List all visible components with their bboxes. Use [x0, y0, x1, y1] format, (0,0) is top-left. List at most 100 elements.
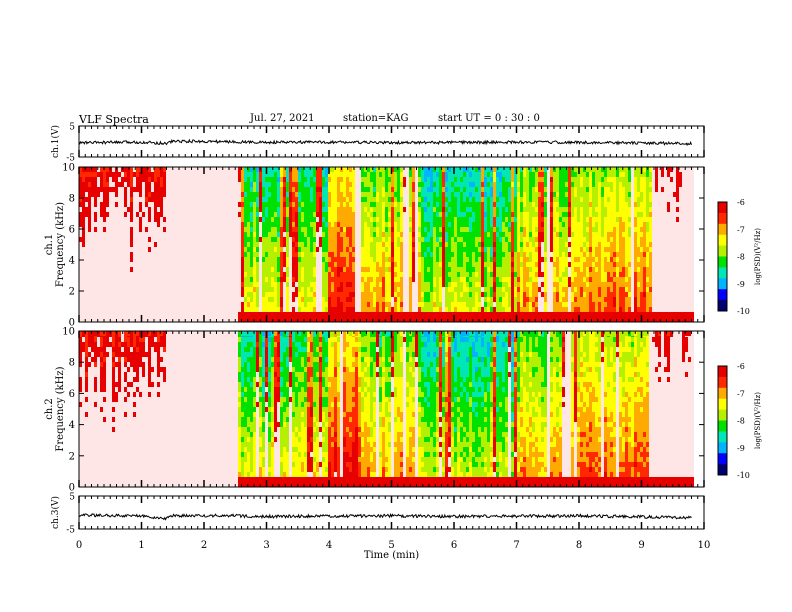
spectrogram-cell: [262, 237, 265, 242]
spectrogram-cell: [340, 242, 343, 247]
spectrogram-cell: [418, 212, 421, 217]
spectrogram-cell: [349, 207, 352, 212]
spectrogram-cell: [283, 172, 286, 177]
spectrogram-cell: [169, 242, 172, 247]
spectrogram-cell: [412, 247, 415, 252]
spectrogram-cell: [187, 252, 190, 257]
spectrogram-cell: [274, 222, 277, 227]
spectrogram-cell: [193, 282, 196, 287]
spectrogram-cell: [157, 302, 160, 307]
spectrogram-cell: [253, 197, 256, 202]
spectrogram-cell: [484, 177, 487, 182]
spectrogram-cell: [415, 297, 418, 302]
spectrogram-cell: [343, 202, 346, 207]
spectrogram-cell: [514, 237, 517, 242]
spectrogram-cell: [253, 227, 256, 232]
spectrogram-cell: [409, 232, 412, 237]
spectrogram-cell: [310, 177, 313, 182]
spectrogram-cell: [382, 187, 385, 192]
spectrogram-cell: [334, 172, 337, 177]
spectrogram-cell: [349, 192, 352, 197]
spectrogram-cell: [196, 267, 199, 272]
spectrogram-cell: [427, 312, 430, 317]
spectrogram-cell: [412, 212, 415, 217]
spectrogram-cell: [499, 182, 502, 187]
spectrogram-cell: [82, 217, 85, 222]
spectrogram-cell: [262, 192, 265, 197]
spectrogram-cell: [442, 217, 445, 222]
spectrogram-cell: [496, 282, 499, 287]
spectrogram-cell: [400, 212, 403, 217]
spectrogram-cell: [208, 257, 211, 262]
spectrogram-cell: [478, 232, 481, 237]
spectrogram-cell: [478, 302, 481, 307]
spectrogram-cell: [517, 267, 520, 272]
spectrogram-cell: [112, 297, 115, 302]
spectrogram-cell: [343, 167, 346, 172]
spectrogram-cell: [199, 172, 202, 177]
spectrogram-cell: [346, 187, 349, 192]
spectrogram-cell: [457, 182, 460, 187]
spectrogram-cell: [430, 172, 433, 177]
spectrogram-cell: [97, 287, 100, 292]
spectrogram-cell: [292, 192, 295, 197]
spectrogram-cell: [88, 262, 91, 267]
spectrogram-cell: [178, 257, 181, 262]
spectrogram-cell: [118, 172, 121, 177]
spectrogram-cell: [256, 227, 259, 232]
spectrogram-cell: [499, 177, 502, 182]
spectrogram-cell: [358, 212, 361, 217]
spectrogram-cell: [376, 287, 379, 292]
spectrogram-cell: [121, 277, 124, 282]
spectrogram-cell: [526, 192, 529, 197]
spectrogram-cell: [295, 217, 298, 222]
spectrogram-cell: [430, 262, 433, 267]
spectrogram-cell: [382, 302, 385, 307]
spectrogram-cell: [301, 222, 304, 227]
spectrogram-cell: [394, 197, 397, 202]
spectrogram-cell: [496, 172, 499, 177]
spectrogram-cell: [163, 207, 166, 212]
spectrogram-cell: [304, 267, 307, 272]
spectrogram-cell: [538, 217, 541, 222]
spectrogram-cell: [316, 242, 319, 247]
spectrogram-cell: [346, 242, 349, 247]
spectrogram-cell: [397, 202, 400, 207]
spectrogram-cell: [334, 287, 337, 292]
spectrogram-cell: [163, 237, 166, 242]
spectrogram-cell: [457, 217, 460, 222]
spectrogram-cell: [409, 282, 412, 287]
spectrogram-cell: [121, 197, 124, 202]
spectrogram-cell: [127, 227, 130, 232]
spectrogram-cell: [145, 222, 148, 227]
spectrogram-cell: [226, 202, 229, 207]
spectrogram-cell: [301, 257, 304, 262]
spectrogram-cell: [136, 232, 139, 237]
spectrogram-cell: [286, 312, 289, 317]
spectrogram-cell: [292, 232, 295, 237]
spectrogram-cell: [301, 297, 304, 302]
spectrogram-cell: [136, 262, 139, 267]
spectrogram-cell: [379, 312, 382, 317]
spectrogram-cell: [265, 262, 268, 267]
spectrogram-cell: [376, 202, 379, 207]
spectrogram-cell: [217, 267, 220, 272]
spectrogram-cell: [223, 237, 226, 242]
spectrogram-cell: [139, 192, 142, 197]
spectrogram-cell: [361, 247, 364, 252]
spectrogram-cell: [286, 202, 289, 207]
spectrogram-cell: [187, 227, 190, 232]
spectrogram-cell: [208, 217, 211, 222]
spectrogram-cell: [157, 252, 160, 257]
spectrogram-cell: [538, 307, 541, 312]
spectrogram-cell: [184, 242, 187, 247]
spectrogram-cell: [532, 232, 535, 237]
spectrogram-cell: [202, 252, 205, 257]
spectrogram-cell: [208, 312, 211, 317]
spectrogram-cell: [229, 217, 232, 222]
spectrogram-cell: [82, 242, 85, 247]
spectrogram-cell: [328, 282, 331, 287]
spectrogram-cell: [439, 292, 442, 297]
spectrogram-cell: [502, 247, 505, 252]
spectrogram-cell: [445, 172, 448, 177]
